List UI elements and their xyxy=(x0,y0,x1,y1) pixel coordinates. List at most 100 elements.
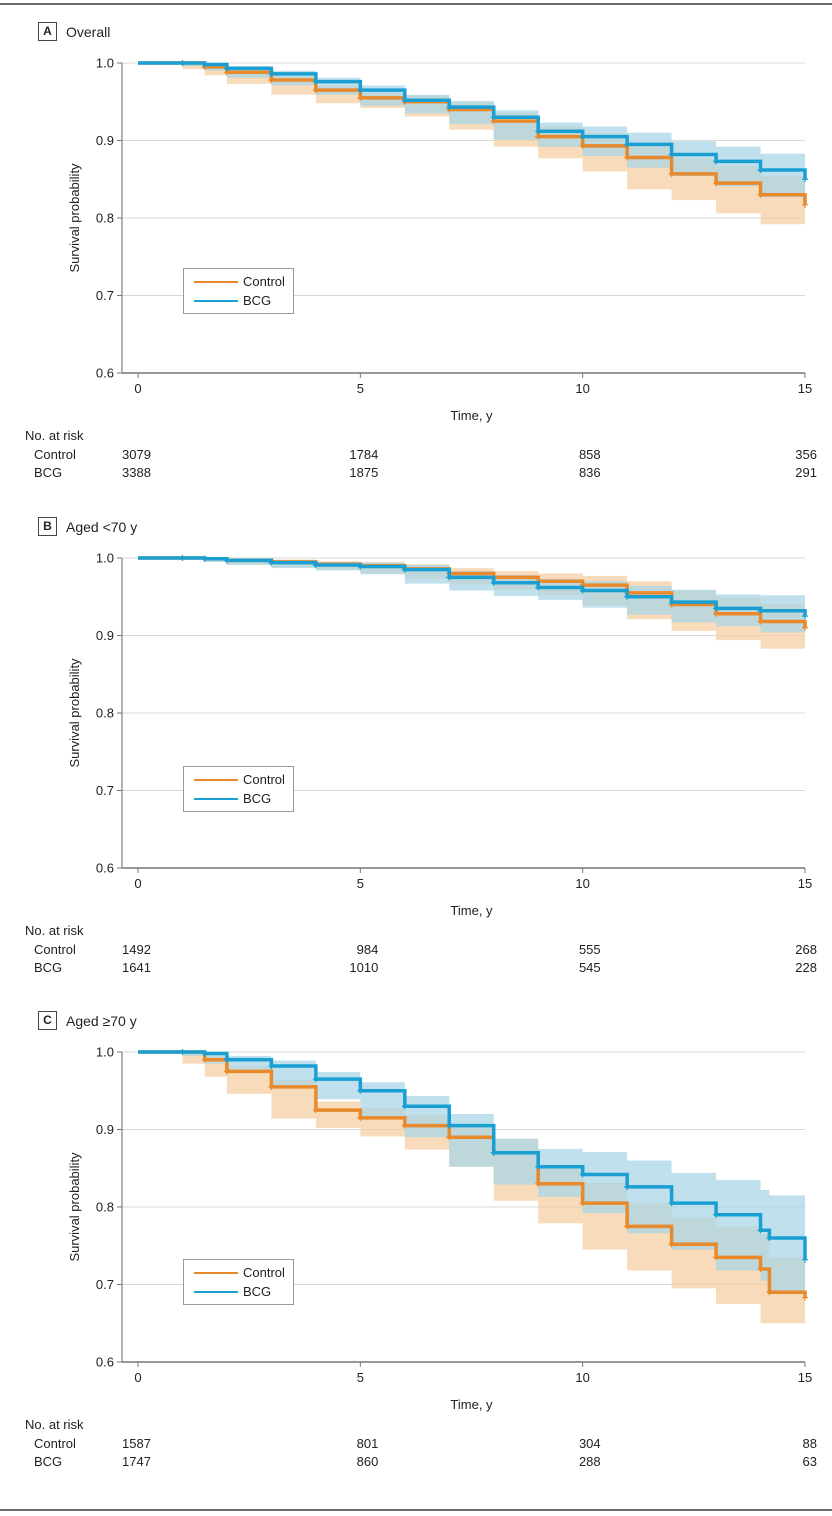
panel-aged-70-plus: C Aged ≥70 y 0.6 0.7 0.8 0.9 1.0 0 5 10 15 Time, … xyxy=(0,1011,832,1491)
censor-mark xyxy=(668,1200,675,1207)
legend-label: Control xyxy=(243,274,285,289)
panel-title: Overall xyxy=(66,23,111,40)
at-risk-group-name: BCG xyxy=(34,465,63,480)
at-risk-row-control: Control 1587 801 304 88 xyxy=(0,1436,832,1453)
censor-mark xyxy=(535,584,542,591)
censor-mark xyxy=(802,201,808,208)
censor-mark xyxy=(401,1122,408,1129)
at-risk-count: 1587 xyxy=(122,1436,151,1451)
at-risk-count: 836 xyxy=(578,465,601,480)
panel-letter: B xyxy=(38,517,57,536)
at-risk-header: No. at risk xyxy=(25,1417,84,1432)
censor-mark xyxy=(757,1227,764,1234)
censor-mark xyxy=(535,1163,542,1170)
legend-label: BCG xyxy=(243,791,272,806)
legend: Control BCG xyxy=(183,268,294,314)
censor-mark xyxy=(357,563,364,570)
y-tick-label: 0.9 xyxy=(96,1122,114,1137)
censor-mark xyxy=(624,141,631,148)
at-risk-count: 356 xyxy=(795,447,817,462)
y-tick-label: 0.6 xyxy=(96,861,114,876)
at-risk-count: 1784 xyxy=(349,447,379,462)
censor-mark xyxy=(668,151,675,158)
censor-mark xyxy=(802,613,808,620)
censor-mark xyxy=(223,1068,230,1075)
censor-mark xyxy=(490,1149,497,1156)
y-tick-label: 0.6 xyxy=(96,1355,114,1370)
at-risk-count: 88 xyxy=(802,1436,817,1451)
censor-mark xyxy=(201,555,208,562)
at-risk-count: 858 xyxy=(578,447,601,462)
censor-mark xyxy=(713,158,720,165)
x-tick-label: 15 xyxy=(798,876,812,891)
censor-mark xyxy=(579,587,586,594)
censor-mark xyxy=(757,618,764,625)
at-risk-count: 63 xyxy=(802,1454,817,1469)
censor-mark xyxy=(668,1241,675,1248)
at-risk-count: 1875 xyxy=(349,465,379,480)
y-tick-label: 0.9 xyxy=(96,133,114,148)
at-risk-count: 228 xyxy=(795,960,817,975)
bottom-rule xyxy=(0,1509,832,1511)
censor-mark xyxy=(446,1134,453,1141)
y-axis-label: Survival probability xyxy=(67,163,82,273)
censor-mark xyxy=(357,87,364,94)
censor-mark xyxy=(268,1083,275,1090)
legend-swatch xyxy=(194,1290,238,1293)
x-tick-label: 10 xyxy=(575,876,589,891)
censor-mark xyxy=(757,191,764,198)
censor-mark xyxy=(624,154,631,161)
at-risk-row-bcg: BCG 1747 860 288 63 xyxy=(0,1454,832,1471)
censor-mark xyxy=(535,128,542,135)
at-risk-count: 3079 xyxy=(122,447,151,462)
x-tick-label: 15 xyxy=(798,1370,812,1385)
at-risk-count: 1641 xyxy=(122,960,151,975)
at-risk-row-bcg: BCG 3388 1875 836 291 xyxy=(0,465,832,482)
censor-mark xyxy=(357,94,364,101)
at-risk-count: 3388 xyxy=(122,465,151,480)
at-risk-count: 1010 xyxy=(349,960,379,975)
x-tick-label: 0 xyxy=(134,1370,141,1385)
censor-mark xyxy=(312,561,319,568)
legend-item-bcg: BCG xyxy=(194,291,285,310)
y-tick-label: 0.9 xyxy=(96,628,114,643)
legend-item-control: Control xyxy=(194,1263,285,1282)
censor-mark xyxy=(535,133,542,140)
at-risk-count: 1747 xyxy=(122,1454,151,1469)
panel-overall: A Overall 0.6 0.7 0.8 0.9 1.0 0 5 10 15 Time, y Su… xyxy=(0,22,832,502)
censor-mark xyxy=(201,1050,208,1057)
censor-mark xyxy=(668,599,675,606)
censor-mark xyxy=(757,607,764,614)
censor-mark xyxy=(179,60,186,66)
at-risk-group-name: BCG xyxy=(34,1454,63,1469)
at-risk-header: No. at risk xyxy=(25,428,84,443)
censor-mark xyxy=(802,1294,808,1301)
censor-mark xyxy=(668,170,675,177)
y-tick-label: 0.8 xyxy=(96,1200,114,1215)
x-tick-label: 10 xyxy=(575,381,589,396)
censor-mark xyxy=(624,593,631,600)
censor-mark xyxy=(179,555,186,561)
y-axis-label: Survival probability xyxy=(67,1152,82,1262)
censor-mark xyxy=(624,1223,631,1230)
censor-mark xyxy=(446,1122,453,1129)
x-axis-label: Time, y xyxy=(450,903,493,918)
censor-mark xyxy=(268,559,275,566)
censor-mark xyxy=(223,65,230,72)
censor-mark xyxy=(624,1183,631,1190)
bcg-ci-band xyxy=(138,1052,805,1293)
at-risk-count: 291 xyxy=(795,465,817,480)
at-risk-row-bcg: BCG 1641 1010 545 228 xyxy=(0,960,832,977)
censor-mark xyxy=(713,1211,720,1218)
censor-mark xyxy=(446,574,453,581)
control-ci-band xyxy=(138,63,805,225)
at-risk-group-name: BCG xyxy=(34,960,63,975)
censor-mark xyxy=(223,557,230,564)
at-risk-group-name: Control xyxy=(34,942,76,957)
at-risk-row-control: Control 3079 1784 858 356 xyxy=(0,447,832,464)
legend: Control BCG xyxy=(183,766,294,812)
censor-mark xyxy=(401,1103,408,1110)
censor-mark xyxy=(312,1076,319,1083)
censor-mark xyxy=(268,70,275,77)
x-tick-label: 5 xyxy=(357,381,364,396)
